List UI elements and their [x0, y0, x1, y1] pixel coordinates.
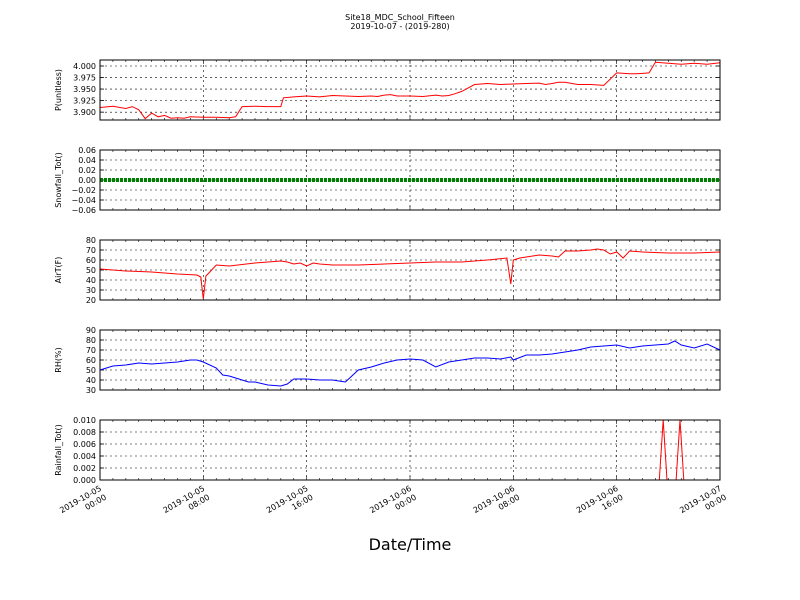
panel-2-ylabel: AirT(F)	[54, 257, 63, 284]
panel-1-ytick-label-3: 0.00	[78, 176, 96, 185]
panel-3-ytick-label-0: 30	[86, 386, 96, 395]
panel-4-ylabel: Rainfall_Tot()	[54, 424, 63, 476]
x-tick-label-6: 2019-10-0700:00	[678, 484, 728, 524]
panel-4-ytick-label-5: 0.010	[73, 416, 96, 425]
x-tick-label-0: 2019-10-0500:00	[58, 484, 108, 524]
panel-2-ytick-label-2: 40	[86, 276, 96, 285]
panel-0-ytick-label-4: 4.000	[73, 62, 96, 71]
panel-2-ytick-label-4: 60	[86, 256, 96, 265]
panel-1-frame	[99, 149, 721, 211]
panel-4-frame	[99, 419, 721, 481]
panel-1-ytick-label-0: −0.06	[71, 206, 96, 215]
panel-1-ytick-label-5: 0.04	[78, 156, 96, 165]
panel-2-ytick-label-1: 30	[86, 286, 96, 295]
panel-2-ytick-label-3: 50	[86, 266, 96, 275]
figure-subtitle: 2019-10-07 - (2019-280)	[350, 22, 449, 31]
panel-0-series-line-0	[99, 61, 721, 120]
panel-4: 0.000 0.002 0.004 0.006 0.008 0.010 Rainfall_T…	[54, 416, 721, 485]
x-tick-label-2: 2019-10-0516:00	[265, 484, 315, 524]
panel-0-ytick-label-0: 3.900	[73, 108, 96, 117]
panel-2-ytick-label-0: 20	[86, 296, 96, 305]
panel-4-ytick-label-1: 0.002	[73, 464, 96, 473]
panel-1-ytick-label-1: −0.04	[71, 196, 96, 205]
panel-0-frame	[99, 59, 721, 121]
panel-2-series-line-0	[99, 248, 721, 300]
panel-3-ytick-label-5: 80	[86, 336, 96, 345]
panel-2-ytick-label-5: 70	[86, 246, 96, 255]
panel-1: −0.06−0.04−0.020.000.020.040.06 Snowfall_…	[54, 146, 721, 215]
panel-4-ytick-label-4: 0.008	[73, 428, 96, 437]
panel-1-ylabel: Snowfall_Tot()	[54, 152, 63, 208]
panel-3-frame	[99, 329, 721, 391]
x-axis-label: Date/Time	[369, 535, 452, 554]
panels: 3.900 3.925 3.950 3.975 4.000 P(unitless) −0.0…	[54, 59, 721, 485]
panel-2-frame	[99, 239, 721, 301]
panel-3-ylabel: RH(%)	[54, 347, 63, 372]
figure-title: Site18_MDC_School_Fifteen	[345, 13, 455, 22]
panel-1-ytick-label-2: −0.02	[71, 186, 96, 195]
panel-0: 3.900 3.925 3.950 3.975 4.000 P(unitless)	[54, 59, 721, 121]
panel-4-ytick-label-2: 0.004	[73, 452, 96, 461]
x-tick-labels: 2019-10-0500:00 2019-10-0508:00 2019-10-05…	[58, 484, 728, 524]
panel-0-ytick-label-2: 3.950	[73, 85, 96, 94]
x-tick-label-5: 2019-10-0616:00	[575, 484, 625, 524]
x-tick-label-1: 2019-10-0508:00	[162, 484, 212, 524]
panel-1-ytick-label-4: 0.02	[78, 166, 96, 175]
panel-3-ytick-label-3: 60	[86, 356, 96, 365]
panel-4-ytick-label-0: 0.000	[73, 476, 96, 485]
panel-3-ytick-label-1: 40	[86, 376, 96, 385]
panel-1-ytick-label-6: 0.06	[78, 146, 96, 155]
panel-3-ytick-label-6: 90	[86, 326, 96, 335]
panel-0-ylabel: P(unitless)	[54, 69, 63, 111]
x-tick-label-4: 2019-10-0608:00	[472, 484, 522, 524]
panel-0-ytick-label-1: 3.925	[73, 97, 96, 106]
x-tick-label-3: 2019-10-0600:00	[368, 484, 418, 524]
panel-0-ytick-label-3: 3.975	[73, 74, 96, 83]
panel-2-ytick-label-6: 80	[86, 236, 96, 245]
panel-3-ytick-label-4: 70	[86, 346, 96, 355]
panel-3-series-line-0	[99, 340, 721, 387]
panel-4-ytick-label-3: 0.006	[73, 440, 96, 449]
panel-3-ytick-label-2: 50	[86, 366, 96, 375]
